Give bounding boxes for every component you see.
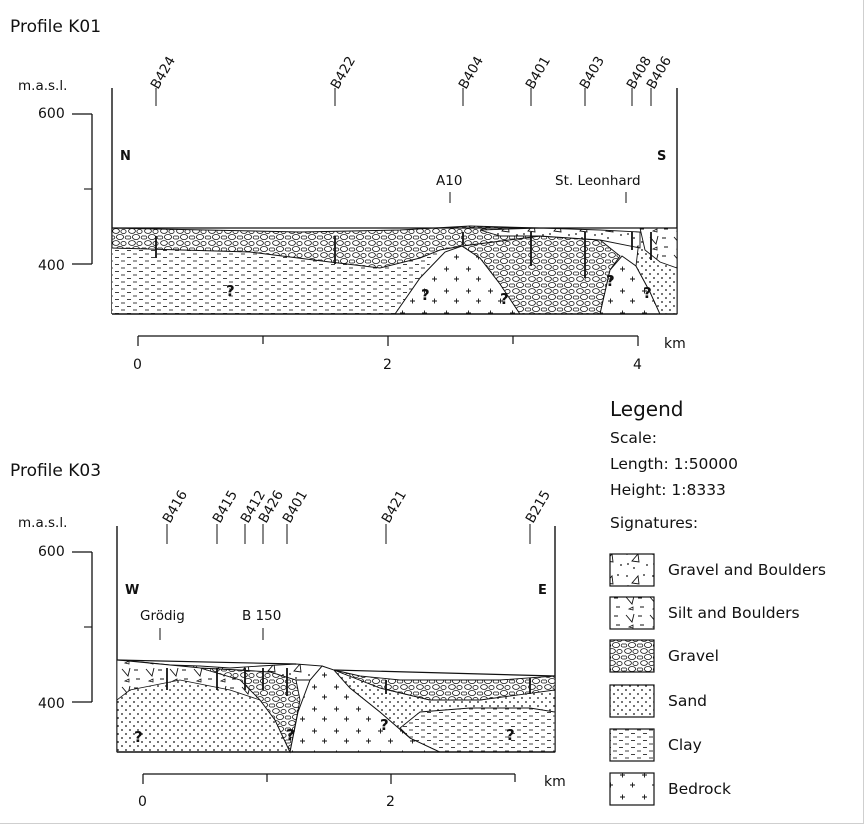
- legend-item-sand: Sand: [609, 684, 707, 718]
- legend-item-label: Sand: [668, 692, 707, 710]
- k03-title: Profile K03: [10, 461, 101, 481]
- borehole-label: B422: [328, 54, 359, 92]
- k03-side-left: W: [125, 583, 139, 598]
- bedrock-swatch: [609, 772, 655, 806]
- k03-y-tick-600: 600: [38, 544, 65, 560]
- legend-item-label: Silt and Boulders: [668, 604, 800, 622]
- k03-km-unit: km: [544, 774, 566, 790]
- k01-side-right: S: [657, 149, 666, 164]
- k01-title: Profile K01: [10, 17, 101, 37]
- legend-scale-label: Scale:: [610, 429, 657, 447]
- borehole-label: B401: [523, 54, 554, 92]
- k01-borehole-ticks: [155, 88, 652, 106]
- k01-unknown-markers: ? ? ? ? ?: [226, 272, 652, 308]
- borehole-label: B403: [577, 54, 608, 92]
- k03-borehole-ticks: [166, 524, 531, 544]
- legend-item-label: Gravel and Boulders: [668, 561, 826, 579]
- k01-km-unit: km: [664, 336, 686, 352]
- legend-item-label: Gravel: [668, 647, 719, 665]
- gravel-boulders-swatch: [609, 553, 655, 587]
- k01-km-scale: [137, 335, 639, 346]
- gravel-boulders-wedge: [479, 227, 641, 249]
- k03-y-unit: m.a.s.l.: [18, 515, 67, 531]
- legend-item-clay: Clay: [609, 728, 702, 762]
- svg-text:?: ?: [643, 284, 652, 302]
- k01-place-a10: A10: [436, 173, 462, 189]
- k03-km-tick-0: 0: [138, 794, 147, 810]
- k03-side-right: E: [538, 583, 547, 598]
- legend-item-label: Clay: [668, 736, 702, 754]
- borehole-label: B421: [379, 488, 410, 526]
- k03-km-scale: [142, 773, 516, 784]
- borehole-label: B404: [456, 54, 487, 92]
- k01-km-tick-2: 2: [383, 357, 392, 373]
- svg-text:?: ?: [606, 272, 615, 290]
- k03-y-tick-400: 400: [38, 696, 65, 712]
- svg-text:?: ?: [506, 726, 515, 744]
- legend-scale-height: Height: 1:8333: [610, 481, 726, 499]
- legend-item-label: Bedrock: [668, 780, 731, 798]
- silt-boulders-wedge: [116, 659, 261, 701]
- svg-text:?: ?: [421, 286, 430, 304]
- k01-place-st-leonhard: St. Leonhard: [555, 173, 641, 189]
- svg-text:?: ?: [226, 282, 235, 300]
- svg-text:?: ?: [500, 290, 509, 308]
- legend-item-gravel-boulders: Gravel and Boulders: [609, 553, 826, 587]
- k03-unknown-markers: ? ? ? ?: [134, 716, 515, 746]
- legend-item-bedrock: Bedrock: [609, 772, 731, 806]
- borehole-label: B215: [523, 488, 554, 526]
- k03-place-grodig: Grödig: [140, 608, 185, 624]
- k03-y-axis: [72, 551, 93, 703]
- gravel-swatch: [609, 639, 655, 673]
- k01-y-tick-600: 600: [38, 106, 65, 122]
- k01-y-axis: [72, 113, 93, 265]
- clay-swatch: [609, 728, 655, 762]
- svg-text:?: ?: [134, 728, 143, 746]
- k01-km-tick-0: 0: [133, 357, 142, 373]
- k03-section: [116, 526, 556, 754]
- legend-scale-length: Length: 1:50000: [610, 455, 738, 473]
- k03-km-tick-2: 2: [386, 794, 395, 810]
- legend-signatures-label: Signatures:: [610, 514, 698, 532]
- k03-borehole-labels: B416 B415 B412 B426 B401 B421 B215: [160, 488, 554, 526]
- svg-text:?: ?: [286, 726, 295, 744]
- k01-side-left: N: [120, 149, 131, 164]
- k01-borehole-labels: B424 B422 B404 B401 B403 B408 B406: [148, 54, 675, 92]
- k01-y-unit: m.a.s.l.: [18, 78, 67, 94]
- borehole-label: B415: [210, 488, 241, 526]
- k01-km-tick-4: 4: [633, 357, 642, 373]
- borehole-label: B424: [148, 54, 179, 92]
- legend-title: Legend: [610, 397, 683, 421]
- borehole-label: B416: [160, 488, 191, 526]
- legend-item-silt-boulders: Silt and Boulders: [609, 596, 800, 630]
- borehole-label: B401: [280, 488, 311, 526]
- k01-section: [111, 88, 678, 315]
- k03-place-b150: B 150: [242, 608, 281, 624]
- sand-swatch: [609, 684, 655, 718]
- legend-item-gravel: Gravel: [609, 639, 719, 673]
- svg-text:?: ?: [380, 716, 389, 734]
- silt-boulders-swatch: [609, 596, 655, 630]
- k01-y-tick-400: 400: [38, 258, 65, 274]
